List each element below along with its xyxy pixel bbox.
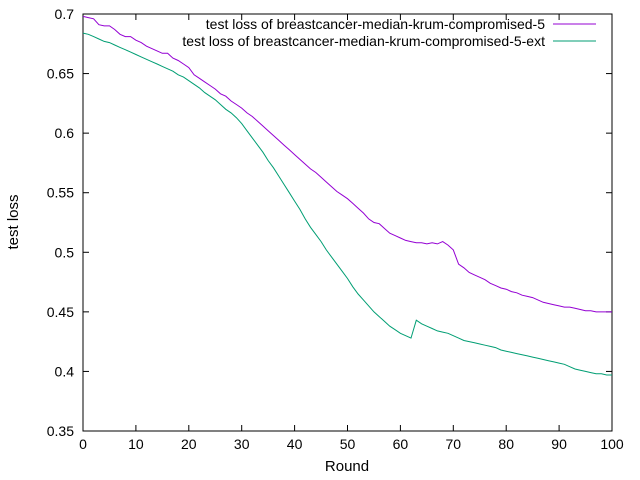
x-tick-label: 30 <box>234 436 250 452</box>
x-tick-label: 80 <box>498 436 514 452</box>
y-tick-label: 0.65 <box>47 66 74 82</box>
x-tick-label: 0 <box>79 436 87 452</box>
y-tick-label: 0.35 <box>47 423 74 439</box>
y-tick-label: 0.4 <box>55 363 75 379</box>
x-axis-label: Round <box>325 458 369 475</box>
legend-label-series-2: test loss of breastcancer-median-krum-co… <box>182 33 545 49</box>
series-layer <box>82 15 612 376</box>
x-tick-label: 50 <box>340 436 356 452</box>
y-tick-label: 0.5 <box>55 244 75 260</box>
x-tick-label: 40 <box>287 436 303 452</box>
legend: test loss of breastcancer-median-krum-co… <box>182 16 596 49</box>
x-tick-label: 60 <box>393 436 409 452</box>
plot-frame <box>82 13 613 432</box>
legend-label-series-1: test loss of breastcancer-median-krum-co… <box>206 16 545 32</box>
y-axis-label: test loss <box>5 194 22 249</box>
y-tick-label: 0.6 <box>55 125 75 141</box>
x-tick-label: 10 <box>128 436 144 452</box>
series-line-2 <box>82 32 612 376</box>
y-tick-label: 0.55 <box>47 185 74 201</box>
y-axis-ticks: 0.35 0.4 0.45 0.5 0.55 0.6 0.65 0.7 <box>47 6 612 439</box>
x-tick-label: 100 <box>600 436 624 452</box>
y-tick-label: 0.45 <box>47 304 74 320</box>
x-axis-ticks: 0 10 20 30 40 50 60 70 80 90 100 <box>79 14 624 452</box>
x-tick-label: 70 <box>446 436 462 452</box>
series-line-1 <box>82 15 612 313</box>
x-tick-label: 20 <box>181 436 197 452</box>
x-tick-label: 90 <box>551 436 567 452</box>
y-tick-label: 0.7 <box>55 6 75 22</box>
